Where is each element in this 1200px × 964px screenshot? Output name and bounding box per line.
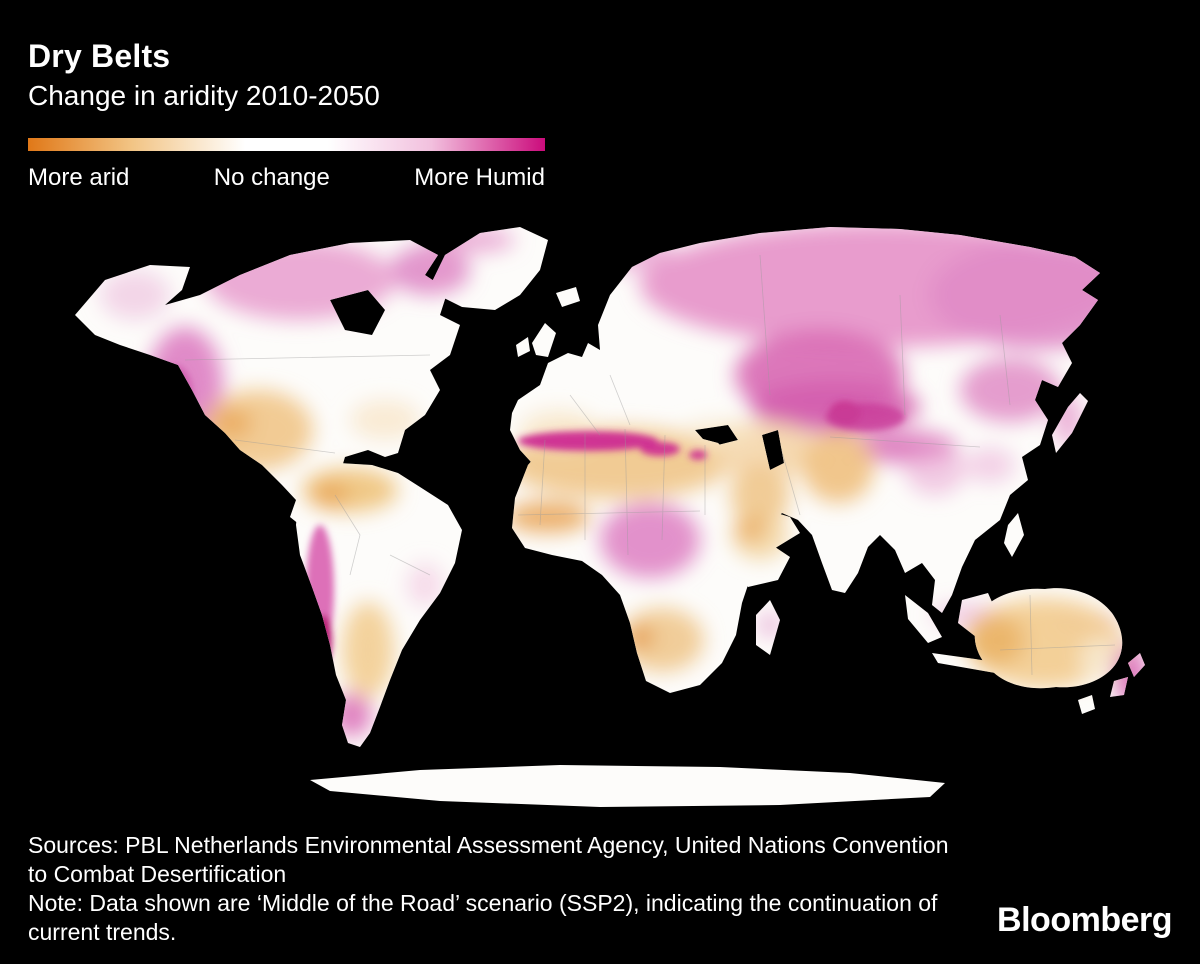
- world-map-container: [0, 195, 1200, 845]
- legend-label-no-change: No change: [213, 164, 330, 191]
- footnotes: Sources: PBL Netherlands Environmental A…: [28, 831, 973, 947]
- legend-labels: More arid No change More Humid: [28, 164, 545, 192]
- legend-label-more-arid: More arid: [28, 164, 130, 191]
- world-map: [75, 227, 1145, 807]
- land-layer: [75, 227, 1145, 807]
- page-subtitle: Change in aridity 2010-2050: [28, 80, 380, 111]
- country-borders: [184, 254, 1116, 676]
- sources-text: Sources: PBL Netherlands Environmental A…: [28, 832, 949, 887]
- legend-gradient-bar: [28, 138, 545, 151]
- note-text: Note: Data shown are ‘Middle of the Road…: [28, 890, 938, 945]
- bloomberg-logo: Bloomberg: [997, 901, 1172, 939]
- page-title: Dry Belts: [28, 38, 171, 74]
- legend-label-more-humid: More Humid: [414, 164, 545, 191]
